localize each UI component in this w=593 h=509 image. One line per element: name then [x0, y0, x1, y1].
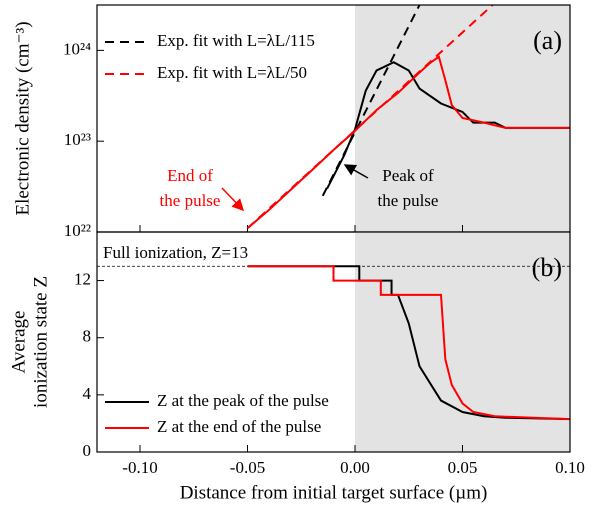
legend-label: Exp. fit with L=λL/115 [157, 31, 315, 50]
panel-label: (a) [533, 26, 562, 55]
annotation: Peak of [382, 166, 434, 185]
y-tick-label: 12 [74, 269, 91, 288]
y-tick-label: 10²² [64, 221, 91, 240]
annotation-arrow [221, 187, 245, 212]
annotation: the pulse [160, 191, 221, 210]
y-tick-label: 10²³ [64, 130, 91, 149]
legend-label: Exp. fit with L=λL/50 [157, 63, 307, 82]
shaded-region [355, 232, 570, 452]
series-line [247, 265, 570, 421]
legend-label: Z at the end of the pulse [157, 417, 321, 436]
y-axis-label: Electronic density (cm⁻³) [12, 21, 33, 215]
x-axis-label: Distance from initial target surface (µm… [180, 482, 488, 503]
annotation: the pulse [378, 191, 439, 210]
plot-clip [247, 265, 570, 421]
panel-label: (b) [532, 253, 562, 282]
plot-clip [246, 5, 570, 230]
reference-label: Full ionization, Z=13 [103, 243, 248, 262]
series-line [326, 61, 570, 190]
annotation: End of [167, 166, 213, 185]
x-tick-label: -0.05 [230, 458, 265, 477]
x-tick-label: 0.05 [448, 458, 478, 477]
annotation-arrow [343, 164, 369, 179]
y-tick-label: 8 [83, 327, 92, 346]
y-tick-label: 0 [83, 441, 92, 460]
x-tick-label: -0.10 [122, 458, 157, 477]
legend-label: Z at the peak of the pulse [157, 391, 329, 410]
plot-frame [96, 231, 571, 453]
x-tick-label: 0.00 [340, 458, 370, 477]
x-tick-label: 0.10 [555, 458, 585, 477]
y-tick-label: 4 [83, 384, 92, 403]
series-line [246, 55, 570, 230]
y-axis-label: Average [8, 311, 29, 374]
y-tick-label: 10²⁴ [63, 39, 91, 58]
y-axis-label: ionization state Z [30, 276, 51, 408]
